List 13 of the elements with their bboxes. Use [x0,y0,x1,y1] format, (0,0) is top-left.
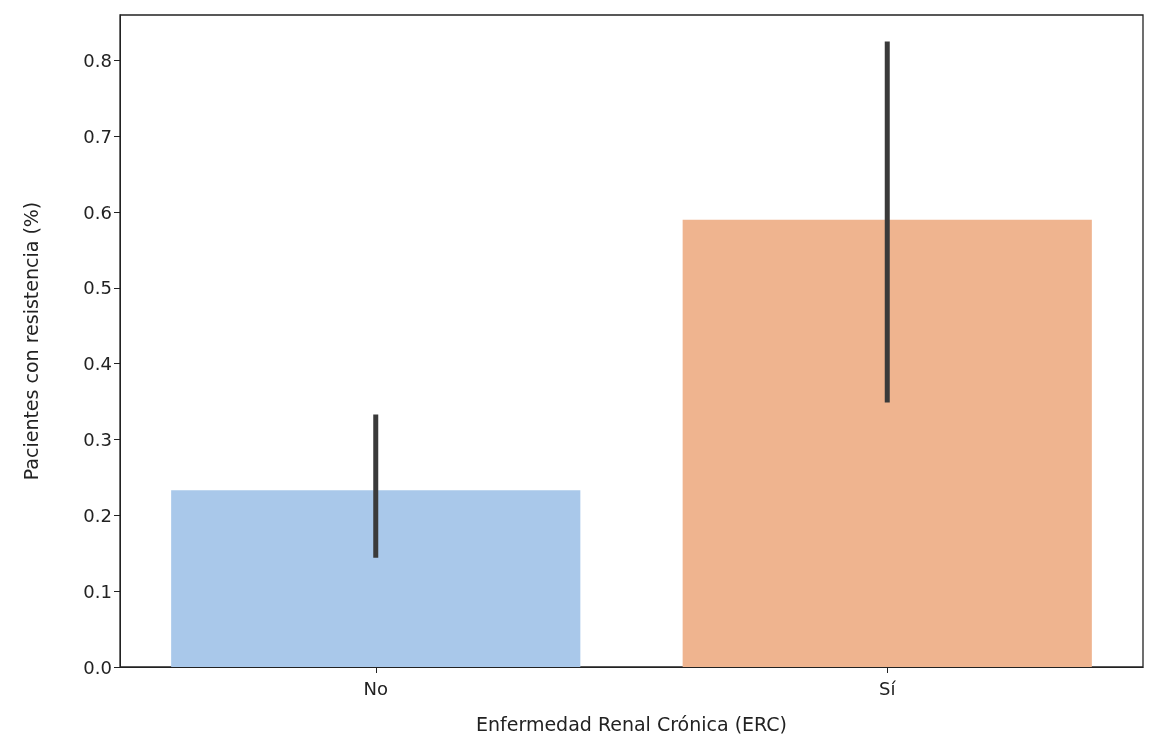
y-tick-label: 0.8 [83,49,112,71]
y-tick-label: 0.5 [83,277,112,299]
y-axis-title: Pacientes con resistencia (%) [19,201,42,481]
y-tick-label: 0.4 [83,353,112,375]
y-tick-label: 0.6 [83,201,112,223]
y-tick-label: 0.7 [83,125,112,147]
x-tick-label: Sí [879,677,897,699]
y-tick-label: 0.3 [83,429,112,451]
y-tick-label: 0.1 [83,580,112,602]
x-axis-title: Enfermedad Renal Crónica (ERC) [475,712,788,735]
x-tick-label: No [363,677,388,699]
y-tick-label: 0.2 [83,504,112,526]
y-tick-label: 0.0 [83,656,112,678]
